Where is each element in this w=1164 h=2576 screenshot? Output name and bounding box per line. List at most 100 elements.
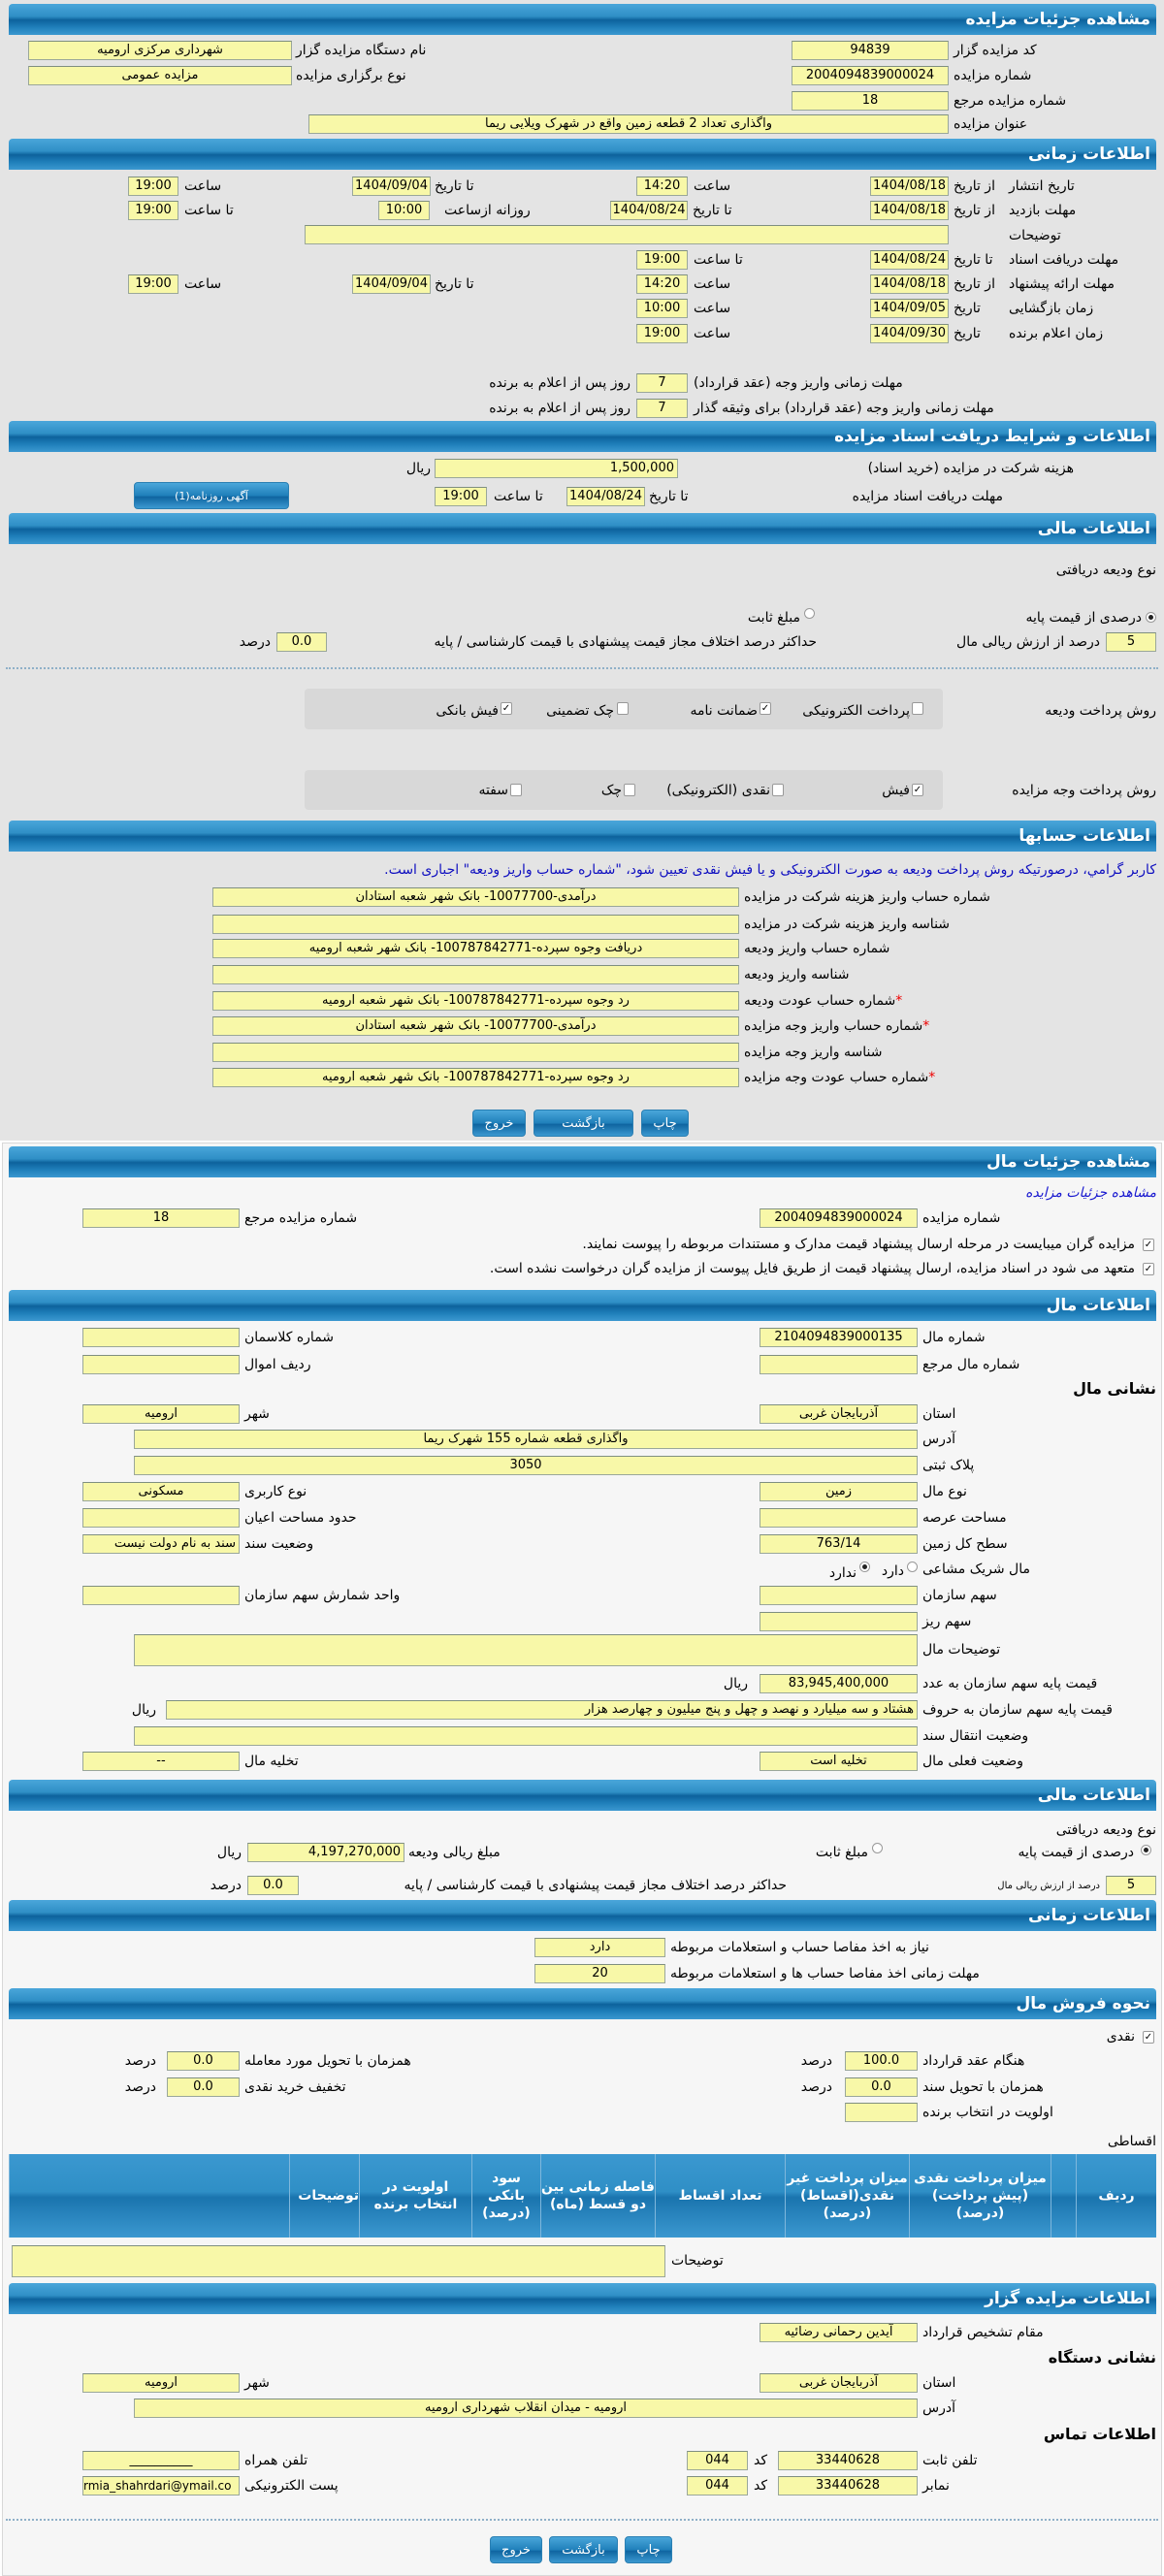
org-name-field[interactable]: شهرداری مرکزی ارومیه — [28, 41, 292, 60]
winner-time[interactable]: 19:00 — [636, 324, 688, 343]
land-area-field[interactable] — [760, 1508, 918, 1528]
share-unit-field[interactable] — [82, 1586, 240, 1605]
auction-ref-field[interactable]: 18 — [82, 1208, 240, 1228]
contract-field[interactable]: 100.0 — [845, 2051, 918, 2071]
price-number-field[interactable]: 83,945,400,000 — [760, 1674, 918, 1693]
account-field[interactable]: دریافت وجوه سپرده-100787842771- بانک شهر… — [212, 939, 739, 958]
plate-field[interactable]: 3050 — [134, 1456, 918, 1475]
payment-method-checkbox[interactable]: ✓ — [912, 784, 923, 796]
back-button[interactable]: بازگشت — [534, 1110, 633, 1137]
property-kind-field[interactable]: زمین — [760, 1482, 918, 1501]
email-field[interactable]: rmia_shahrdari@ymail.co — [82, 2476, 240, 2496]
sale-desc-field[interactable] — [12, 2245, 665, 2277]
city-field[interactable]: ارومیه — [82, 2373, 240, 2393]
priority-field[interactable] — [845, 2103, 918, 2122]
deposit-method-checkbox[interactable]: ✓ — [760, 702, 771, 715]
visit-to-date[interactable]: 1404/08/24 — [610, 201, 688, 220]
property-number-field[interactable]: 2104094839000135 — [760, 1328, 918, 1347]
docs-to-time[interactable]: 19:00 — [636, 250, 688, 270]
visit-from-date[interactable]: 1404/08/18 — [870, 201, 949, 220]
print-button[interactable]: چاپ — [641, 1110, 689, 1137]
status-field[interactable]: تخلیه است — [760, 1752, 918, 1771]
deed-delivery-field[interactable]: 0.0 — [845, 2077, 918, 2097]
winner-date[interactable]: 1404/09/30 — [870, 324, 949, 343]
deposit-method-checkbox[interactable] — [617, 702, 629, 715]
max-diff-field[interactable]: 0.0 — [276, 632, 327, 652]
auctioneer-code-field[interactable]: 94839 — [792, 41, 949, 60]
doc-deadline-time[interactable]: 19:00 — [435, 487, 487, 506]
city-field[interactable]: ارومیه — [82, 1404, 240, 1424]
payment-method-checkbox[interactable] — [624, 784, 635, 796]
auction-number-field[interactable]: 2004094839000024 — [760, 1208, 918, 1228]
account-field[interactable]: رد وجوه سپرده-100787842771- بانک شهر شعب… — [212, 1068, 739, 1087]
clearance-deadline-field[interactable]: 20 — [534, 1964, 665, 1983]
payment-method-checkbox[interactable] — [772, 784, 784, 796]
newspaper-ad-button[interactable]: آگهی روزنامه(1) — [134, 482, 289, 509]
fax-field[interactable]: 33440628 — [778, 2476, 918, 2496]
shared-yes-radio[interactable] — [907, 1562, 918, 1572]
cash-checkbox[interactable]: ✓ — [1143, 2031, 1154, 2044]
building-area-field[interactable] — [82, 1508, 240, 1528]
publish-from-time[interactable]: 14:20 — [636, 177, 688, 196]
fixed-radio[interactable] — [872, 1843, 883, 1853]
cash-discount-field[interactable]: 0.0 — [167, 2077, 240, 2097]
print-button[interactable]: چاپ — [625, 2536, 672, 2563]
shared-no-radio[interactable] — [859, 1562, 870, 1572]
no-attach-checkbox[interactable]: ✓ — [1143, 1263, 1154, 1275]
property-ref-field[interactable] — [760, 1355, 918, 1374]
payment-deadline-guarantor-days[interactable]: 7 — [636, 399, 688, 418]
address-field[interactable]: ارومیه - میدان انقلاب شهرداری ارومیه — [134, 2399, 918, 2418]
phone-field[interactable]: 33440628 — [778, 2451, 918, 2470]
authority-field[interactable]: آیدین رحمانی رضائیه — [760, 2323, 918, 2342]
docs-to-date[interactable]: 1404/08/24 — [870, 250, 949, 270]
opening-time[interactable]: 10:00 — [636, 299, 688, 318]
total-area-field[interactable]: 763/14 — [760, 1534, 918, 1554]
payment-method-checkbox[interactable] — [510, 784, 522, 796]
auction-number-field[interactable]: 2004094839000024 — [792, 66, 949, 85]
fax-code-field[interactable]: 044 — [687, 2476, 748, 2496]
publish-to-time[interactable]: 19:00 — [128, 177, 178, 196]
account-field[interactable]: رد وجوه سپرده-100787842771- بانک شهر شعب… — [212, 991, 739, 1011]
visit-to-time[interactable]: 19:00 — [128, 201, 178, 220]
price-text-field[interactable]: هشتاد و سه میلیارد و نهصد و چهل و پنج می… — [166, 1700, 918, 1720]
opening-date[interactable]: 1404/09/05 — [870, 299, 949, 318]
deposit-method-checkbox[interactable] — [912, 702, 923, 715]
doc-fee-field[interactable]: 1,500,000 — [435, 459, 678, 478]
payment-deadline-days[interactable]: 7 — [636, 373, 688, 393]
attach-docs-checkbox[interactable]: ✓ — [1143, 1239, 1154, 1251]
max-diff-field[interactable]: 0.0 — [247, 1876, 299, 1895]
auction-details-link[interactable]: مشاهده جزئیات مزایده — [1025, 1185, 1156, 1201]
publish-to-date[interactable]: 1404/09/04 — [352, 177, 431, 196]
deposit-method-checkbox[interactable]: ✓ — [501, 702, 512, 715]
back-button[interactable]: بازگشت — [549, 2536, 618, 2563]
deposit-amount-field[interactable]: 4,197,270,000 — [247, 1843, 404, 1862]
usage-field[interactable]: مسکونی — [82, 1482, 240, 1501]
exit-button[interactable]: خروج — [472, 1110, 526, 1137]
account-field[interactable] — [212, 965, 739, 984]
percent-radio[interactable] — [1141, 1845, 1151, 1855]
evacuation-field[interactable]: -- — [82, 1752, 240, 1771]
timing-desc-field[interactable] — [305, 225, 949, 244]
offer-to-time[interactable]: 19:00 — [128, 274, 178, 294]
micro-share-field[interactable] — [760, 1612, 918, 1631]
doc-deadline-date[interactable]: 1404/08/24 — [566, 487, 645, 506]
phone-code-field[interactable]: 044 — [687, 2451, 748, 2470]
exit-button[interactable]: خروج — [490, 2536, 542, 2563]
auction-ref-field[interactable]: 18 — [792, 91, 949, 111]
clearance-field[interactable]: دارد — [534, 1938, 665, 1957]
account-field[interactable]: درآمدی-10077700- بانک شهر شعبه استادان — [212, 887, 739, 907]
account-field[interactable] — [212, 915, 739, 934]
asset-row-field[interactable] — [82, 1355, 240, 1374]
org-share-field[interactable] — [760, 1586, 918, 1605]
publish-from-date[interactable]: 1404/08/18 — [870, 177, 949, 196]
deposit-percent-field[interactable]: 5 — [1106, 1876, 1156, 1895]
percent-radio[interactable] — [1146, 612, 1156, 623]
account-field[interactable] — [212, 1043, 739, 1062]
transfer-field[interactable] — [134, 1726, 918, 1746]
fixed-radio[interactable] — [804, 608, 815, 619]
offer-from-time[interactable]: 14:20 — [636, 274, 688, 294]
address-field[interactable]: واگذاری قطعه شماره 155 شهرک ریما — [134, 1430, 918, 1449]
offer-to-date[interactable]: 1404/09/04 — [352, 274, 431, 294]
delivery-field[interactable]: 0.0 — [167, 2051, 240, 2071]
offer-from-date[interactable]: 1404/08/18 — [870, 274, 949, 294]
